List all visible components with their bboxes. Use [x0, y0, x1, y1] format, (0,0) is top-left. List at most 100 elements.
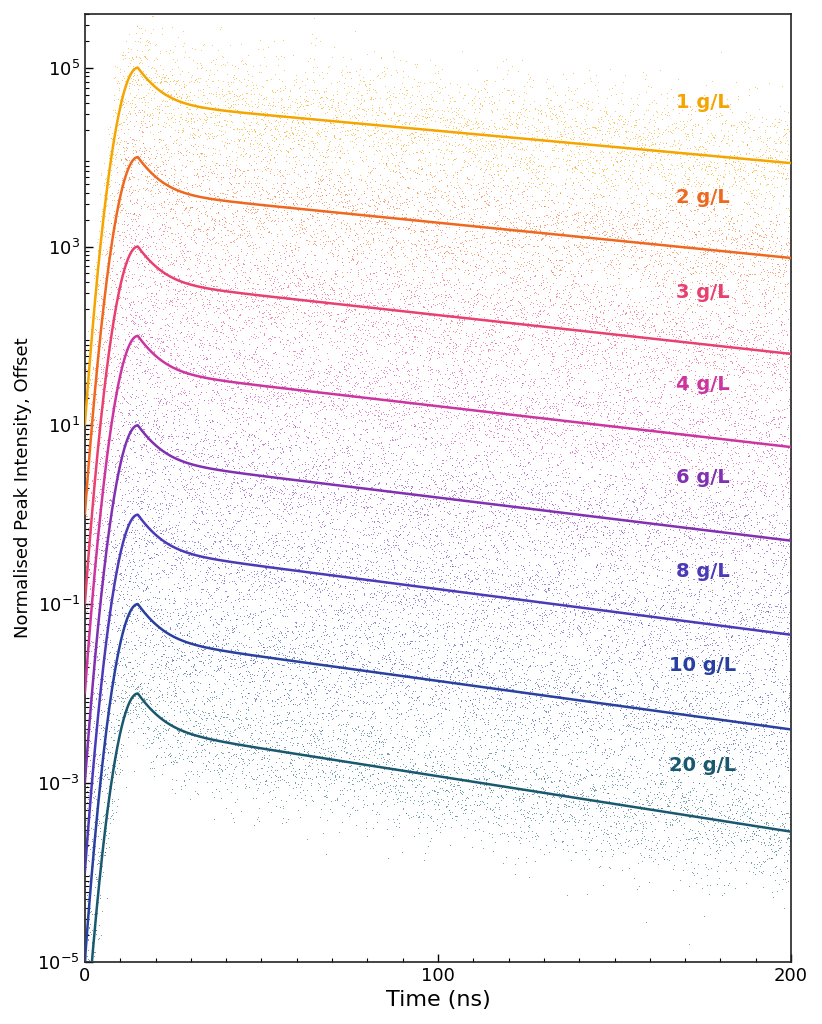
Point: [320, 786, 333, 803]
Point: [216, 293, 229, 309]
Point: [171, 229, 184, 246]
Point: [163, 183, 176, 200]
Point: [87, 587, 100, 603]
Point: [319, 377, 332, 393]
Point: [454, 676, 467, 692]
Point: [121, 242, 134, 258]
Point: [196, 367, 210, 383]
Point: [541, 734, 554, 751]
Point: [90, 293, 104, 309]
Point: [90, 649, 104, 666]
Point: [113, 353, 126, 370]
Point: [259, 687, 272, 703]
Point: [213, 512, 226, 528]
Point: [506, 635, 520, 651]
Point: [182, 315, 196, 332]
Point: [634, 792, 647, 808]
Point: [229, 525, 242, 542]
Point: [501, 539, 514, 555]
Point: [362, 245, 375, 261]
Point: [780, 544, 793, 560]
Point: [128, 136, 141, 153]
Point: [561, 287, 575, 303]
Point: [501, 394, 514, 411]
Point: [117, 68, 130, 84]
Point: [389, 158, 402, 174]
Point: [248, 344, 261, 360]
Point: [613, 521, 626, 538]
Point: [302, 308, 315, 325]
Point: [365, 354, 378, 371]
Point: [223, 301, 236, 317]
Point: [699, 759, 712, 775]
Point: [327, 775, 340, 792]
Point: [240, 586, 253, 602]
Point: [471, 387, 484, 403]
Point: [372, 745, 386, 762]
Point: [602, 404, 615, 421]
Point: [626, 650, 640, 667]
Point: [390, 262, 403, 279]
Point: [756, 336, 769, 352]
Point: [485, 802, 498, 818]
Point: [663, 608, 677, 625]
Point: [446, 395, 459, 412]
Point: [266, 195, 279, 211]
Point: [392, 263, 405, 280]
Point: [750, 156, 763, 172]
Point: [449, 572, 462, 589]
Point: [651, 679, 664, 695]
Point: [167, 486, 180, 503]
Point: [341, 617, 354, 634]
Point: [198, 568, 211, 585]
Point: [618, 655, 631, 672]
Point: [586, 419, 599, 435]
Point: [168, 106, 181, 123]
Point: [129, 350, 142, 367]
Point: [443, 343, 456, 359]
Point: [483, 421, 496, 437]
Point: [294, 542, 307, 558]
Point: [503, 243, 516, 259]
Point: [518, 301, 531, 317]
Point: [330, 771, 343, 787]
Point: [251, 468, 264, 484]
Point: [620, 415, 633, 431]
Point: [121, 703, 134, 720]
Point: [460, 653, 473, 670]
Point: [466, 778, 479, 795]
Point: [297, 421, 310, 437]
Point: [139, 571, 152, 588]
Point: [481, 723, 494, 739]
Point: [538, 488, 552, 505]
Point: [366, 226, 379, 243]
Point: [344, 508, 357, 524]
Point: [528, 579, 541, 595]
Point: [515, 716, 529, 732]
Point: [188, 412, 201, 428]
Point: [550, 411, 563, 427]
Point: [773, 377, 786, 393]
Point: [509, 689, 522, 706]
Point: [347, 381, 360, 397]
Point: [475, 260, 488, 276]
Point: [533, 218, 547, 234]
Point: [399, 247, 412, 263]
Point: [380, 798, 393, 814]
Point: [187, 271, 200, 288]
Point: [501, 232, 515, 249]
Point: [674, 488, 687, 505]
Point: [153, 374, 166, 390]
Point: [259, 518, 272, 535]
Point: [740, 136, 753, 153]
Point: [226, 638, 239, 654]
Point: [125, 581, 138, 597]
Point: [713, 811, 727, 827]
Point: [102, 744, 115, 761]
Point: [732, 406, 745, 422]
Point: [648, 727, 661, 743]
Point: [102, 325, 115, 341]
Point: [100, 627, 113, 643]
Point: [410, 184, 423, 201]
Point: [492, 485, 506, 502]
